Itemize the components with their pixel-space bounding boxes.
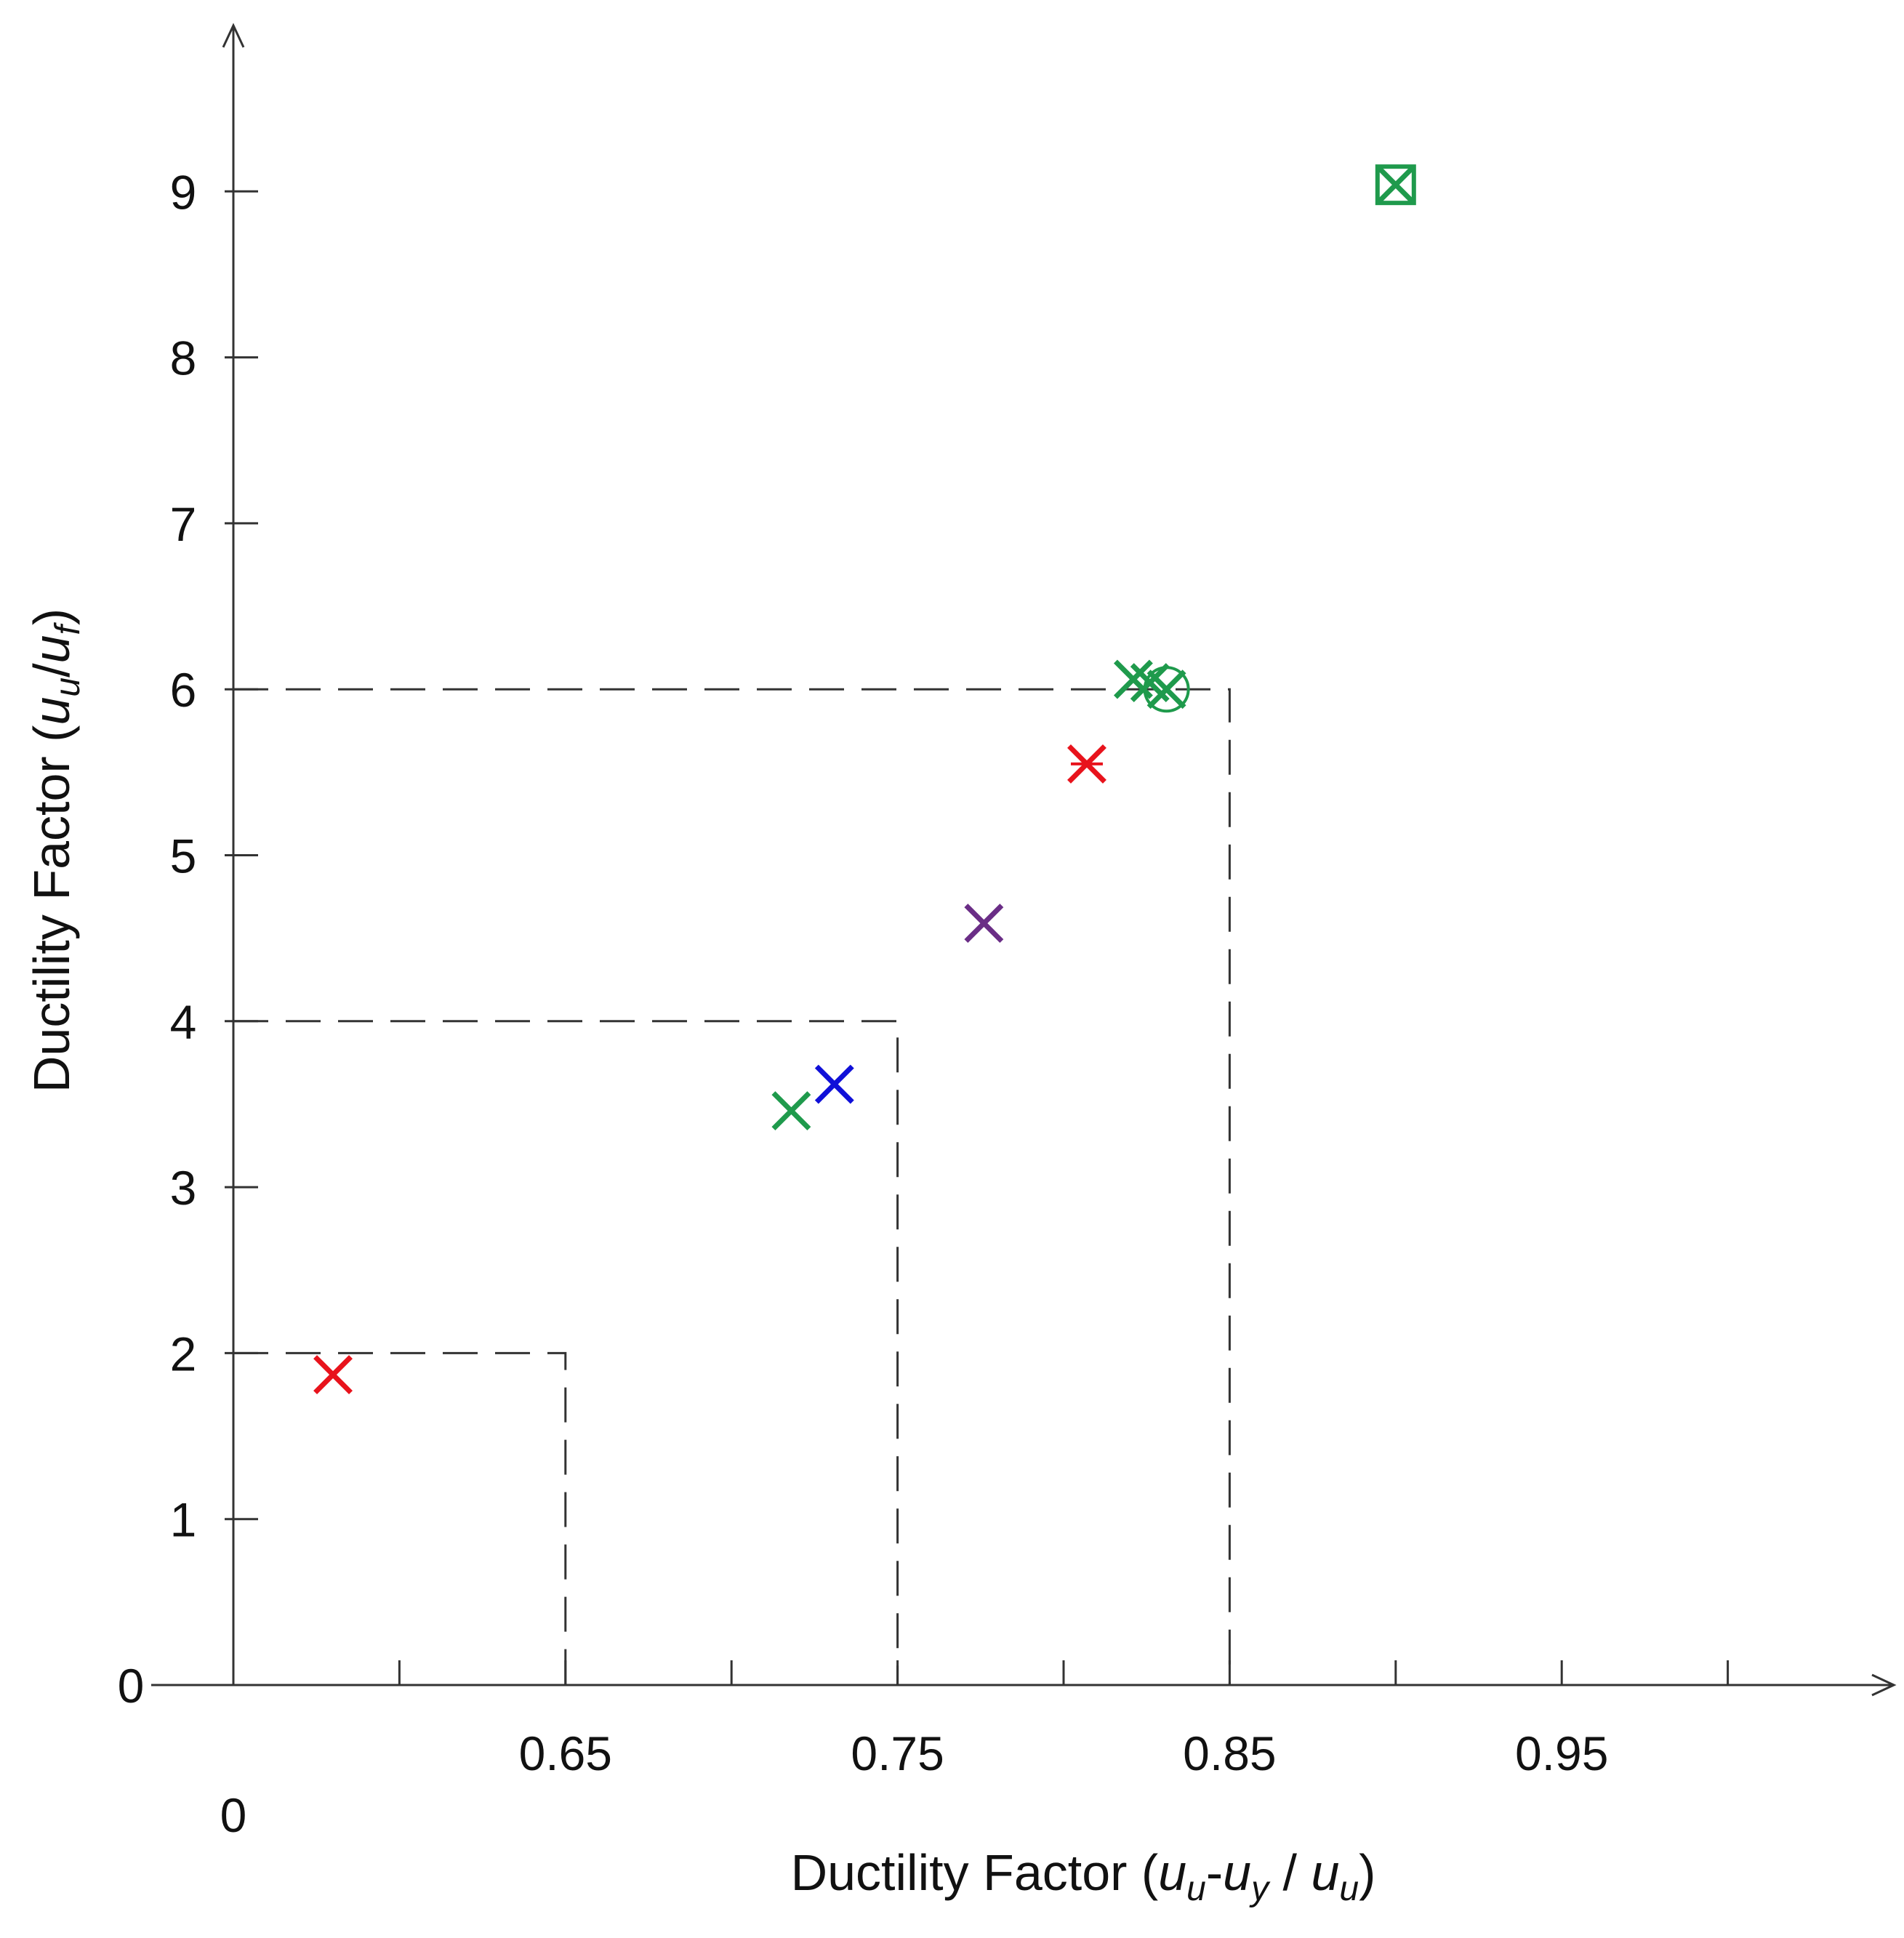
- guide-box-2: [233, 1020, 899, 1685]
- y-axis-title: Ductility Factor (uu/uf): [23, 608, 87, 1093]
- x-title-a-sub: u: [1186, 1870, 1206, 1908]
- marker-circle: [1143, 666, 1190, 713]
- y-tick-label-10: 9: [170, 165, 197, 219]
- marker-stroke: [313, 1355, 353, 1395]
- y-tick-label-8: 7: [170, 497, 197, 551]
- x-title-b-sub: y: [1249, 1870, 1271, 1908]
- guide-box-3: [233, 688, 1231, 1685]
- x-title-slash: /: [1269, 1844, 1311, 1901]
- x-tick-label-2: 0.75: [851, 1726, 944, 1780]
- guide-boxes: [233, 688, 1231, 1685]
- x-title-c-sub: u: [1339, 1870, 1359, 1908]
- y-tick-label-6: 5: [170, 829, 197, 883]
- x-tick-label-3: 0.85: [1183, 1726, 1276, 1780]
- x-tick-marks: [398, 1660, 1730, 1685]
- y-tick-label-7: 6: [170, 663, 197, 717]
- y-tick-label-9: 8: [170, 331, 197, 385]
- y-title-prefix: Ductility Factor (: [23, 725, 80, 1093]
- y-title-slash: /: [23, 663, 80, 678]
- data-point-9: [1375, 164, 1416, 206]
- x-title-b: u: [1223, 1844, 1251, 1901]
- x-axis-title: Ductility Factor (uu-uy / uu): [791, 1844, 1376, 1908]
- data-point-5: [1067, 744, 1106, 784]
- y-tick-label-5: 4: [170, 995, 197, 1049]
- x-title-suffix: ): [1359, 1844, 1375, 1901]
- axes: [151, 23, 1897, 1697]
- marker-stroke: [964, 904, 1004, 944]
- data-point-2: [771, 1091, 811, 1131]
- y-tick-label-1: 0: [118, 1659, 145, 1713]
- x-title-c: u: [1311, 1844, 1339, 1901]
- y-tick-label-3: 2: [170, 1327, 197, 1380]
- guide-box-1: [233, 1351, 567, 1685]
- y-tick-label-4: 3: [170, 1161, 197, 1215]
- x-title-prefix: Ductility Factor (: [791, 1844, 1159, 1901]
- x-tick-label-4: 0.95: [1515, 1726, 1608, 1780]
- marker-stroke: [1113, 659, 1153, 699]
- marker-stroke: [771, 1091, 811, 1131]
- x-title-a: u: [1158, 1844, 1186, 1901]
- data-point-4: [964, 904, 1004, 944]
- data-points: [313, 164, 1416, 1395]
- x-tick-label-1: 0.65: [519, 1726, 612, 1780]
- marker-stroke: [814, 1064, 854, 1104]
- data-point-1: [313, 1355, 353, 1395]
- y-tick-marks: [225, 190, 258, 1521]
- marker-square: [1375, 164, 1416, 206]
- y-axis-arrow: [222, 23, 245, 48]
- y-title-a: u: [23, 697, 80, 725]
- x-title-dash: -: [1206, 1844, 1223, 1901]
- y-tick-labels: 0 1 2 3 4 5 6 7 8 9: [118, 165, 197, 1713]
- y-title-a-sub: u: [49, 678, 87, 697]
- y-title-b: u: [23, 635, 80, 664]
- x-tick-labels: 0 0.65 0.75 0.85 0.95: [220, 1726, 1609, 1842]
- data-point-8: [1143, 666, 1190, 713]
- y-tick-label-2: 1: [170, 1493, 197, 1547]
- marker-stroke: [1146, 670, 1186, 709]
- x-axis-arrow: [1871, 1673, 1897, 1697]
- marker-stroke: [1377, 166, 1414, 204]
- x-origin-label: 0: [220, 1788, 247, 1842]
- y-title-suffix: ): [23, 608, 80, 625]
- marker-stroke: [1130, 663, 1170, 703]
- data-point-3: [814, 1064, 854, 1104]
